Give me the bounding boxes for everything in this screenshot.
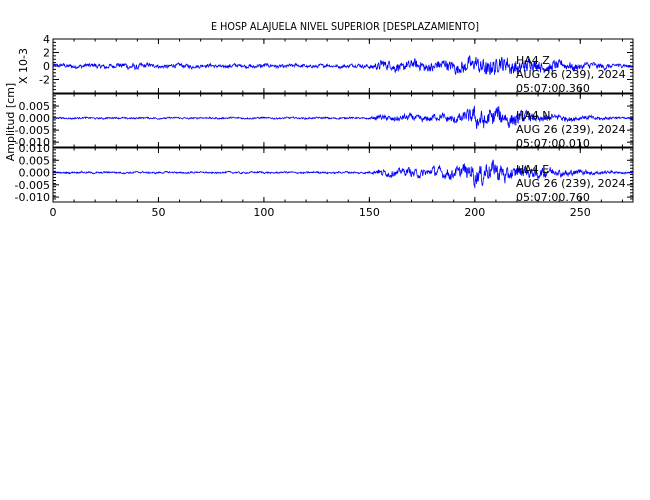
y-tick-label: 0.005 <box>19 154 51 167</box>
y-tick-label: 0.005 <box>19 100 51 113</box>
waveform-line-hhz <box>52 55 634 76</box>
x-tick-label: 100 <box>253 206 274 219</box>
y-tick-label: 0.000 <box>19 167 51 180</box>
x-tick-label: 200 <box>464 206 485 219</box>
x-tick-label: 50 <box>151 206 165 219</box>
station-label-line: AUG 26 (239), 2024 <box>516 123 626 136</box>
y-tick-label: -0.005 <box>15 124 50 137</box>
y-tick-label: -0.010 <box>15 136 50 149</box>
y-tick-label: 0 <box>43 60 50 73</box>
y-tick-label: -0.010 <box>15 191 50 204</box>
y-tick-label: 2 <box>43 47 50 60</box>
x-axis: 0 50 100 150 200 250 <box>50 206 591 219</box>
station-label-line: 05:07:00.760 <box>516 191 590 204</box>
station-label-line: 05:07:00.010 <box>516 137 590 150</box>
y-scale-label: X 10-3 <box>17 48 30 84</box>
station-label-line: AUG 26 (239), 2024 <box>516 68 626 81</box>
y-axis-label: Amplitud [cm] <box>4 83 17 161</box>
y-tick-label: -0.005 <box>15 179 50 192</box>
panel-frame <box>52 93 634 148</box>
x-tick-label: 0 <box>50 206 57 219</box>
y-tick-label: 4 <box>43 33 50 46</box>
station-label-line: AUG 26 (239), 2024 <box>516 177 626 190</box>
station-label-line: HA4 Z <box>516 54 550 67</box>
y-tick-label: 0.010 <box>19 142 51 155</box>
station-label-line: HA4 E <box>516 163 549 176</box>
station-label-line: 05:07:00.360 <box>516 82 590 95</box>
x-tick-label: 150 <box>359 206 380 219</box>
x-tick-label: 250 <box>570 206 591 219</box>
chart-title: E HOSP ALAJUELA NIVEL SUPERIOR [DESPLAZA… <box>211 20 479 33</box>
y-tick-label: 0.000 <box>19 112 51 125</box>
waveform-line-hhe <box>52 159 634 189</box>
waveform-line-hhn <box>52 105 634 129</box>
y-tick-label: -2 <box>39 74 50 87</box>
station-label-line: HA4 N <box>516 109 551 122</box>
panel-frame <box>52 147 634 203</box>
